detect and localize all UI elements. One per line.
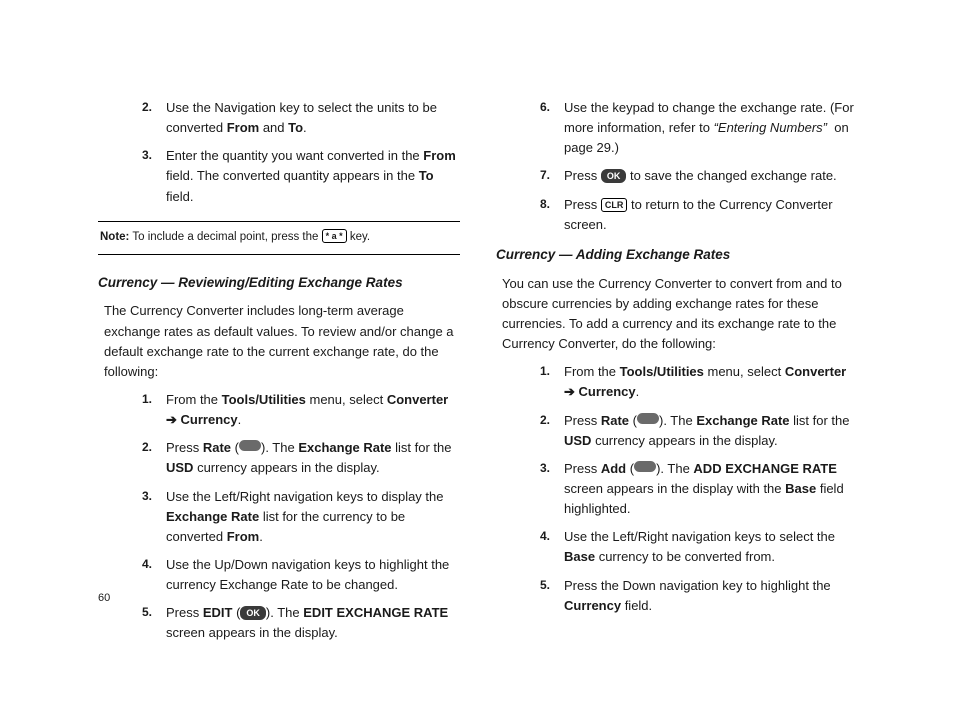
list-item-number: 1. [132, 390, 166, 409]
note-text: To include a decimal point, press the * … [132, 231, 370, 243]
page-body: 2.Use the Navigation key to select the u… [98, 98, 858, 652]
list-item-text: From the Tools/Utilities menu, select Co… [564, 362, 858, 402]
list-item-text: Use the Left/Right navigation keys to di… [166, 487, 460, 547]
list-item: 5.Press EDIT (OK). The EDIT EXCHANGE RAT… [132, 603, 460, 643]
list-item-text: Use the Left/Right navigation keys to se… [564, 527, 858, 567]
list-item: 2.Press Rate (). The Exchange Rate list … [132, 438, 460, 478]
list-item-text: Press OK to save the changed exchange ra… [564, 166, 858, 186]
list-item-number: 6. [530, 98, 564, 117]
list-item-number: 2. [530, 411, 564, 430]
list-item: 4.Use the Left/Right navigation keys to … [530, 527, 858, 567]
list-item-text: Use the Up/Down navigation keys to highl… [166, 555, 460, 595]
note-box: Note: To include a decimal point, press … [98, 221, 460, 255]
list-item: 4.Use the Up/Down navigation keys to hig… [132, 555, 460, 595]
list-item-text: Press Rate (). The Exchange Rate list fo… [564, 411, 858, 451]
list-item-text: Press the Down navigation key to highlig… [564, 576, 858, 616]
ok-key-icon: OK [601, 169, 627, 183]
clr-key-icon: CLR [601, 198, 628, 212]
note-label: Note: [100, 231, 129, 243]
list-item: 2.Use the Navigation key to select the u… [132, 98, 460, 138]
list-item-number: 3. [530, 459, 564, 478]
list-item-text: Press Rate (). The Exchange Rate list fo… [166, 438, 460, 478]
list-item-number: 2. [132, 438, 166, 457]
list-item: 6.Use the keypad to change the exchange … [530, 98, 858, 158]
list-item: 3.Press Add (). The ADD EXCHANGE RATE sc… [530, 459, 858, 519]
list-item: 3.Enter the quantity you want converted … [132, 146, 460, 206]
list-item-text: Use the keypad to change the exchange ra… [564, 98, 858, 158]
list-item: 2.Press Rate (). The Exchange Rate list … [530, 411, 858, 451]
list-item: 1.From the Tools/Utilities menu, select … [530, 362, 858, 402]
list-item: 8.Press CLR to return to the Currency Co… [530, 195, 858, 235]
ok-key-icon: OK [240, 606, 266, 620]
list-item-text: Press Add (). The ADD EXCHANGE RATE scre… [564, 459, 858, 519]
list-item-number: 1. [530, 362, 564, 381]
left-list: 1.From the Tools/Utilities menu, select … [98, 390, 460, 644]
left-top-list: 2.Use the Navigation key to select the u… [98, 98, 460, 207]
list-item: 3.Use the Left/Right navigation keys to … [132, 487, 460, 547]
list-item-text: Use the Navigation key to select the uni… [166, 98, 460, 138]
softkey-pill-icon [634, 461, 656, 472]
list-item: 5.Press the Down navigation key to highl… [530, 576, 858, 616]
left-intro: The Currency Converter includes long-ter… [104, 301, 460, 382]
list-item-number: 5. [132, 603, 166, 622]
softkey-pill-icon [239, 440, 261, 451]
left-column: 2.Use the Navigation key to select the u… [98, 98, 460, 652]
list-item-number: 4. [530, 527, 564, 546]
list-item: 1.From the Tools/Utilities menu, select … [132, 390, 460, 430]
page-number: 60 [98, 592, 110, 604]
list-item-number: 3. [132, 146, 166, 165]
right-list: 1.From the Tools/Utilities menu, select … [496, 362, 858, 616]
right-column: 6.Use the keypad to change the exchange … [496, 98, 858, 652]
list-item-number: 4. [132, 555, 166, 574]
star-key-icon: * a * [322, 229, 347, 243]
list-item-text: Enter the quantity you want converted in… [166, 146, 460, 206]
list-item-number: 7. [530, 166, 564, 185]
list-item-number: 3. [132, 487, 166, 506]
list-item-number: 5. [530, 576, 564, 595]
list-item-text: Press EDIT (OK). The EDIT EXCHANGE RATE … [166, 603, 460, 643]
list-item-text: Press CLR to return to the Currency Conv… [564, 195, 858, 235]
list-item-number: 8. [530, 195, 564, 214]
right-intro: You can use the Currency Converter to co… [502, 274, 858, 355]
right-section-heading: Currency — Adding Exchange Rates [496, 245, 858, 266]
left-section-heading: Currency — Reviewing/Editing Exchange Ra… [98, 273, 460, 294]
softkey-pill-icon [637, 413, 659, 424]
list-item-text: From the Tools/Utilities menu, select Co… [166, 390, 460, 430]
right-top-list: 6.Use the keypad to change the exchange … [496, 98, 858, 235]
list-item-number: 2. [132, 98, 166, 117]
list-item: 7.Press OK to save the changed exchange … [530, 166, 858, 186]
